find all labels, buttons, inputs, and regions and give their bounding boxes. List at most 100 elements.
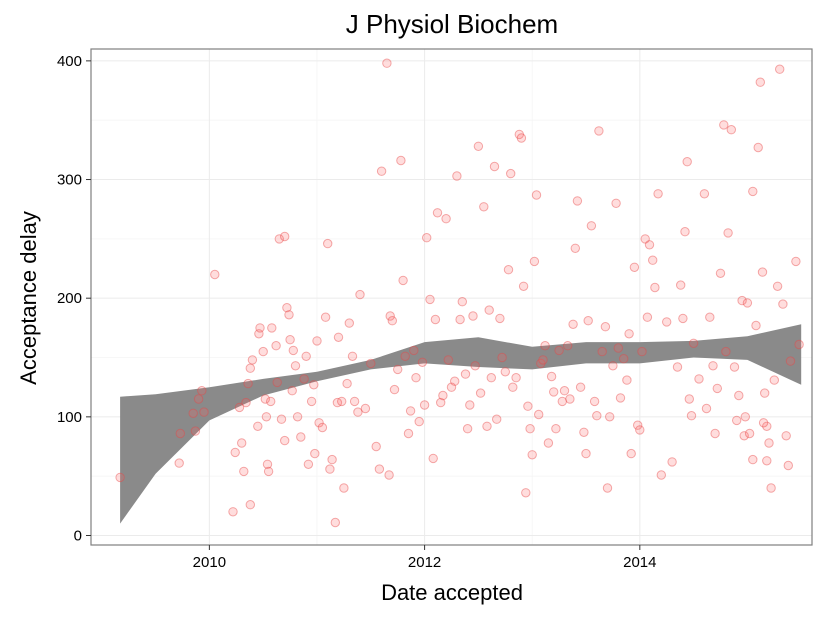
data-point <box>262 459 273 469</box>
data-point <box>497 352 507 363</box>
data-point <box>389 384 400 395</box>
data-point <box>188 408 198 418</box>
data-point <box>602 483 613 493</box>
data-point <box>280 231 290 242</box>
data-point <box>285 335 295 345</box>
data-point <box>495 313 505 324</box>
data-point <box>385 311 395 321</box>
data-point <box>470 361 480 371</box>
data-point <box>757 267 768 277</box>
data-point <box>753 142 763 153</box>
data-point <box>276 414 287 424</box>
data-point <box>694 374 704 384</box>
data-point <box>355 289 365 300</box>
data-point <box>210 269 220 280</box>
data-point <box>432 208 443 218</box>
y-tick-label: 300 <box>57 172 82 189</box>
data-point <box>557 396 567 407</box>
data-point <box>563 341 573 351</box>
y-tick-label: 400 <box>57 53 82 70</box>
data-point <box>613 343 623 353</box>
data-point <box>245 500 256 510</box>
data-point <box>540 341 550 351</box>
data-point <box>648 255 658 265</box>
data-point <box>778 299 788 309</box>
data-point <box>411 373 421 383</box>
data-point <box>650 282 660 293</box>
data-point <box>769 375 779 385</box>
data-point <box>726 125 736 135</box>
data-point <box>436 397 446 408</box>
data-point <box>473 141 484 152</box>
data-point <box>672 362 683 372</box>
data-point <box>589 396 600 407</box>
data-point <box>450 376 460 386</box>
data-point <box>290 361 301 371</box>
data-point <box>197 386 207 396</box>
data-point <box>254 329 264 339</box>
data-point <box>438 390 448 401</box>
data-point <box>243 378 253 389</box>
data-point <box>344 318 354 328</box>
data-point <box>288 345 298 356</box>
data-point <box>699 189 710 199</box>
data-point <box>559 386 570 396</box>
data-point <box>667 457 677 467</box>
x-axis-label: Date accepted <box>381 580 523 605</box>
data-point <box>701 403 712 414</box>
data-point <box>568 319 578 329</box>
data-point <box>543 438 554 448</box>
data-point <box>441 214 451 224</box>
data-point <box>303 459 314 469</box>
data-point <box>486 373 496 383</box>
y-tick-label: 200 <box>57 290 82 307</box>
data-point <box>600 322 611 332</box>
data-point <box>333 332 344 342</box>
data-point <box>271 341 281 351</box>
data-point <box>527 450 537 460</box>
data-point <box>772 281 783 291</box>
data-point <box>241 397 251 408</box>
data-point <box>267 323 277 333</box>
data-point <box>684 394 694 404</box>
data-point <box>230 447 240 458</box>
data-point <box>446 382 457 392</box>
data-point <box>785 356 796 366</box>
data-point <box>523 401 533 411</box>
data-point <box>482 421 492 431</box>
data-point <box>682 157 692 167</box>
data-point <box>175 428 186 439</box>
data-point <box>705 312 715 322</box>
data-point <box>500 367 510 377</box>
data-point <box>193 394 204 404</box>
data-point <box>742 298 753 308</box>
confidence-band <box>120 324 802 524</box>
data-point <box>337 396 347 407</box>
data-point <box>656 470 666 480</box>
data-point <box>452 171 462 181</box>
data-point <box>514 129 524 140</box>
data-point <box>492 414 502 424</box>
data-point <box>608 361 618 371</box>
data-point <box>581 448 591 459</box>
data-point <box>263 466 274 477</box>
data-point <box>708 361 718 371</box>
data-point <box>376 166 387 176</box>
data-point <box>462 424 473 434</box>
data-point <box>398 275 408 286</box>
data-point <box>115 472 125 483</box>
data-point <box>347 351 358 361</box>
data-point <box>781 431 791 441</box>
data-point <box>371 441 381 452</box>
data-point <box>261 412 272 422</box>
data-point <box>529 256 540 267</box>
data-point <box>592 411 602 421</box>
data-point <box>538 355 548 365</box>
data-point <box>712 383 722 394</box>
data-point <box>274 234 284 244</box>
data-point <box>419 400 430 410</box>
data-point <box>455 314 465 325</box>
data-point <box>384 470 394 480</box>
data-point <box>260 394 270 404</box>
